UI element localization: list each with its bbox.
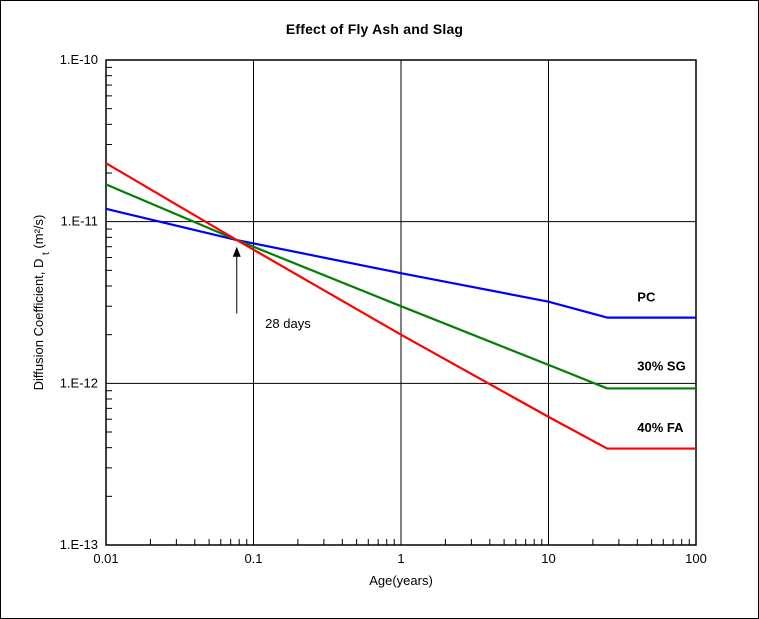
chart-plot: 0.01 0.1 1 10 100 1.E-13 1.E-12 1.E-11 1.E-10 PC 3…	[21, 45, 721, 600]
svg-text:28 days: 28 days	[265, 316, 311, 331]
chart-title: Effect of Fly Ash and Slag	[21, 21, 728, 37]
svg-text:40% FA: 40% FA	[637, 420, 684, 435]
svg-text:Diffusion Coefficient, D t (m: Diffusion Coefficient, D t (m²/s)	[31, 215, 52, 391]
svg-text:0.01: 0.01	[93, 551, 118, 566]
svg-text:10: 10	[541, 551, 555, 566]
svg-text:30% SG: 30% SG	[637, 359, 685, 374]
svg-text:1.E-12: 1.E-12	[60, 375, 98, 390]
svg-text:100: 100	[685, 551, 707, 566]
svg-text:1.E-10: 1.E-10	[60, 52, 98, 67]
svg-text:1: 1	[397, 551, 404, 566]
svg-text:PC: PC	[637, 290, 656, 305]
svg-text:0.1: 0.1	[244, 551, 262, 566]
svg-text:1.E-13: 1.E-13	[60, 537, 98, 552]
svg-text:Age(years): Age(years)	[369, 573, 433, 588]
svg-text:1.E-11: 1.E-11	[61, 214, 98, 229]
